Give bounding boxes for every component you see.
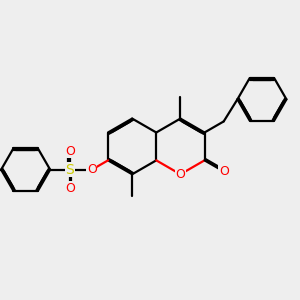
Text: O: O [87,163,97,176]
Text: O: O [219,165,229,178]
Text: S: S [65,163,74,177]
Text: O: O [65,182,75,195]
Text: O: O [176,168,185,181]
Text: O: O [65,145,75,158]
